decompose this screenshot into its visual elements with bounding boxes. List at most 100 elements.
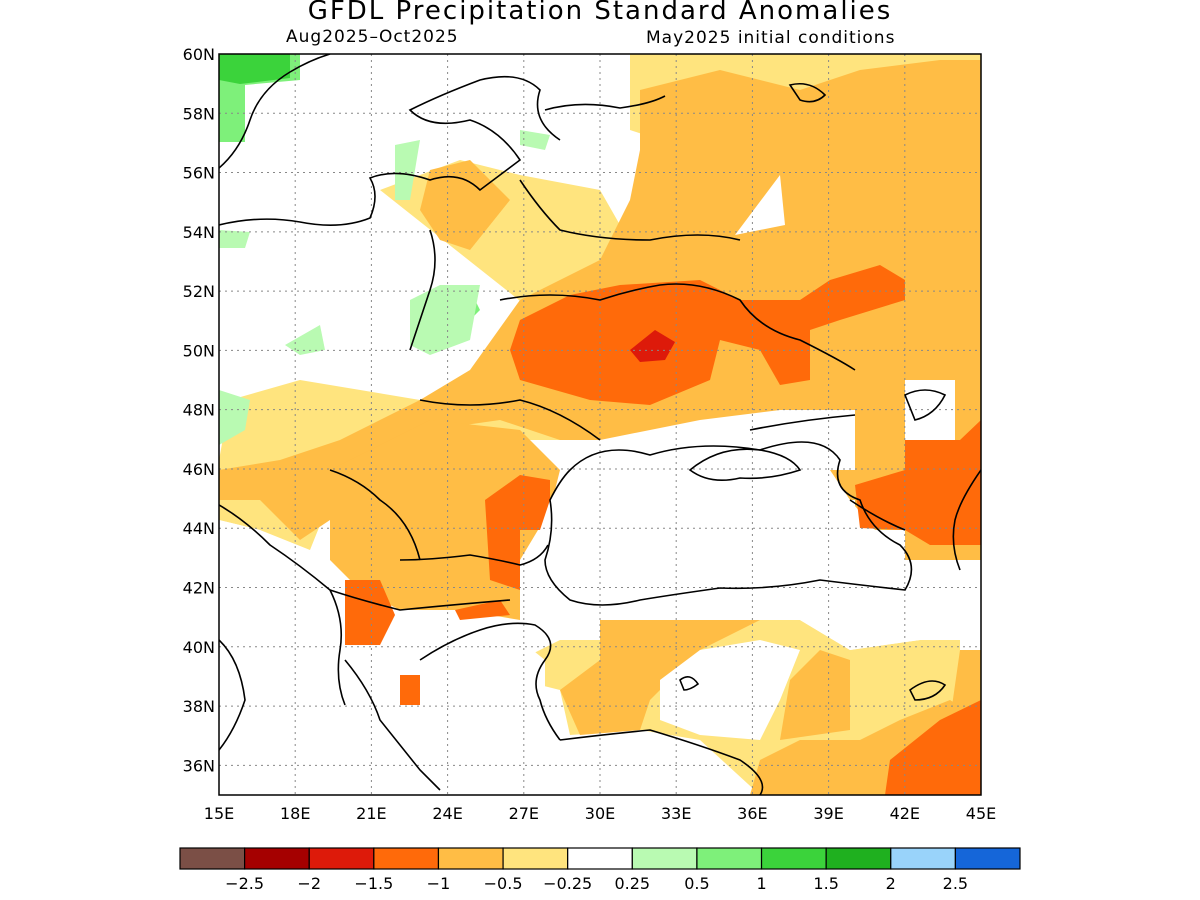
anomaly-region xyxy=(780,650,850,740)
lon-tick-label: 36E xyxy=(737,804,767,823)
anomaly-region xyxy=(410,285,480,355)
italy-coast xyxy=(219,639,246,751)
colorbar-label: 2.5 xyxy=(943,874,968,893)
colorbar-swatch xyxy=(308,847,375,870)
gridlines xyxy=(219,54,981,795)
aegean-coast xyxy=(344,622,561,791)
lat-tick-label: 42N xyxy=(183,579,215,598)
longitude-tick-labels: 15E 18E 21E 24E 27E 30E 33E 36E 39E 42E 45E xyxy=(204,804,996,823)
lat-tick-label: 60N xyxy=(183,45,215,64)
colorbar-label: 0.25 xyxy=(614,874,650,893)
chart-title: GFDL Precipitation Standard Anomalies xyxy=(307,0,893,26)
lat-tick-label: 38N xyxy=(183,697,215,716)
colorbar-swatch xyxy=(502,847,569,870)
colorbar-swatch xyxy=(437,847,504,870)
initial-conditions: May2025 initial conditions xyxy=(646,28,896,48)
border-line xyxy=(329,179,906,611)
anomaly-region xyxy=(660,640,800,740)
colorbar-swatch xyxy=(890,847,956,870)
danube-border xyxy=(399,544,549,566)
gulf-finland-coast xyxy=(544,95,666,111)
colorbar-label: −1 xyxy=(427,874,451,893)
colorbar-swatch xyxy=(179,847,246,870)
anomaly-region xyxy=(630,330,675,362)
anomaly-region xyxy=(510,265,905,405)
lake-outline xyxy=(903,389,947,421)
colorbar-swatch xyxy=(696,847,763,870)
adriatic-coast xyxy=(219,504,346,706)
lon-tick-label: 45E xyxy=(966,804,996,823)
lat-tick-label: 44N xyxy=(183,519,215,538)
colorbar-label: 2 xyxy=(886,874,896,893)
lon-tick-label: 42E xyxy=(890,804,920,823)
anomaly-region xyxy=(855,420,981,545)
caspian-coast xyxy=(952,469,981,571)
colorbar-label: −2 xyxy=(297,874,321,893)
lat-tick-label: 56N xyxy=(183,164,215,183)
anomaly-region xyxy=(950,640,981,720)
lon-tick-label: 33E xyxy=(661,804,691,823)
colorbar-label: −0.5 xyxy=(484,874,523,893)
anomaly-region xyxy=(905,380,955,440)
anomaly-region xyxy=(735,175,785,235)
turkey-south-coast xyxy=(559,729,764,795)
lat-tick-label: 48N xyxy=(183,401,215,420)
lon-tick-label: 27E xyxy=(509,804,539,823)
anomaly-region xyxy=(520,130,550,150)
colorbar xyxy=(179,847,1021,870)
colorbar-label: 0.5 xyxy=(684,874,709,893)
colorbar-label: 1.5 xyxy=(813,874,838,893)
colorbar-label: −1.5 xyxy=(354,874,393,893)
lat-tick-label: 46N xyxy=(183,460,215,479)
anomaly-region xyxy=(960,610,981,650)
azov-coast xyxy=(688,448,802,481)
anomaly-region xyxy=(345,580,395,645)
anomaly-region xyxy=(885,700,981,795)
anomaly-region xyxy=(520,410,981,660)
colorbar-label: 1 xyxy=(756,874,766,893)
colorbar-swatch xyxy=(244,847,310,870)
lon-tick-label: 15E xyxy=(204,804,234,823)
lat-tick-label: 54N xyxy=(183,223,215,242)
scandinavia-coast xyxy=(219,54,331,169)
colorbar-swatch xyxy=(954,847,1021,870)
lat-tick-label: 40N xyxy=(183,638,215,657)
colorbar-swatch xyxy=(567,847,633,870)
map-frame xyxy=(218,53,982,796)
colorbar-swatch xyxy=(631,847,698,870)
baltic-coast xyxy=(219,75,561,226)
latitude-tick-labels: 60N 58N 56N 54N 52N 50N 48N 46N 44N 42N 40N 38N 36N xyxy=(183,45,215,775)
anomaly-region xyxy=(219,54,290,84)
anomaly-region xyxy=(219,230,250,248)
lon-tick-label: 39E xyxy=(813,804,843,823)
lat-tick-label: 52N xyxy=(183,282,215,301)
colorbar-labels: −2.5 −2 −1.5 −1 −0.5 −0.25 0.25 0.5 1 1.5 2 2.5 xyxy=(225,874,968,893)
lat-tick-label: 50N xyxy=(183,341,215,360)
anomaly-region xyxy=(395,675,420,705)
lat-tick-label: 58N xyxy=(183,104,215,123)
colorbar-label: −2.5 xyxy=(225,874,264,893)
anomaly-region xyxy=(455,600,510,620)
lake-outline xyxy=(679,676,700,691)
anomaly-fill xyxy=(219,54,981,795)
anomaly-region xyxy=(395,140,420,200)
lat-tick-label: 36N xyxy=(183,756,215,775)
forecast-period: Aug2025–Oct2025 xyxy=(286,27,459,47)
lon-tick-label: 18E xyxy=(280,804,310,823)
lon-tick-label: 21E xyxy=(356,804,386,823)
lake-outline xyxy=(788,82,827,103)
lon-tick-label: 30E xyxy=(585,804,615,823)
lake-outline xyxy=(908,680,947,701)
anomaly-region xyxy=(219,520,400,795)
anomaly-region xyxy=(285,325,325,355)
colorbar-swatch xyxy=(825,847,892,870)
anomaly-region xyxy=(400,615,545,795)
lon-tick-label: 24E xyxy=(432,804,462,823)
colorbar-swatch xyxy=(373,847,440,870)
anomaly-region xyxy=(420,160,510,250)
colorbar-label: −0.25 xyxy=(543,874,592,893)
anomaly-region xyxy=(219,390,250,445)
colorbar-swatch xyxy=(760,847,827,870)
coastlines xyxy=(219,54,981,795)
